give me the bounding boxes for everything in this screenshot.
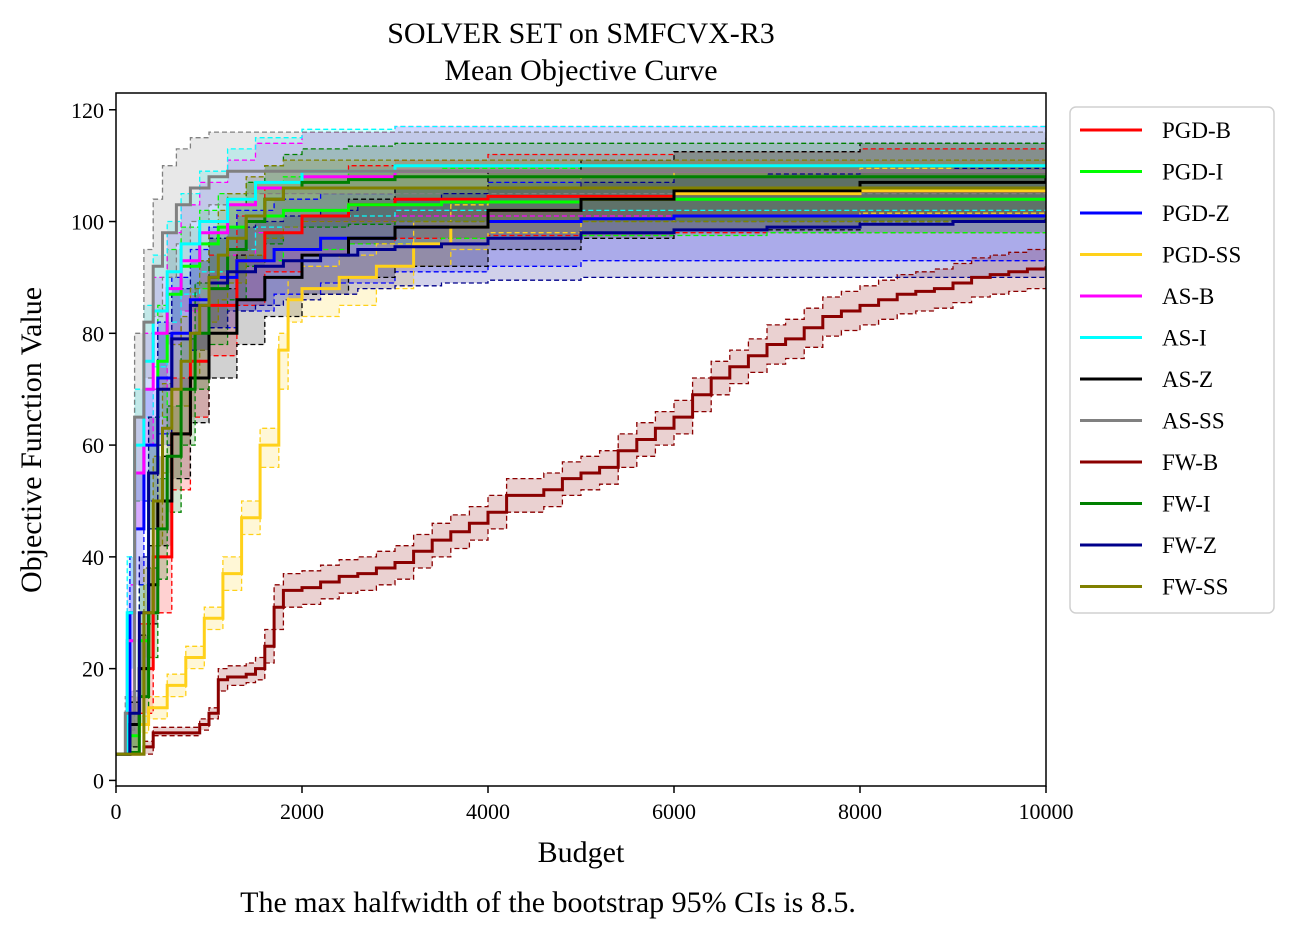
y-tick-label: 60 — [82, 433, 104, 458]
legend-label-as-z: AS-Z — [1162, 367, 1213, 392]
ci-band-fw-i — [116, 143, 1046, 755]
y-tick-label: 0 — [93, 768, 104, 793]
series-line-pgd-z — [116, 214, 1046, 756]
y-axis-label: Objective Function Value — [15, 287, 48, 593]
x-tick-label: 0 — [111, 799, 122, 824]
legend-label-pgd-ss: PGD-SS — [1162, 243, 1241, 268]
legend-label-as-b: AS-B — [1162, 284, 1214, 309]
chart-title: SOLVER SET on SMFCVX-R3 — [387, 17, 775, 50]
x-tick-label: 2000 — [280, 799, 324, 824]
series-line-fw-ss — [116, 186, 1046, 756]
legend: PGD-B PGD-I PGD-Z PGD-SS AS-B AS-I AS-Z AS-SS FW… — [1069, 106, 1275, 614]
y-tick-label: 100 — [71, 210, 104, 235]
x-tick-label: 4000 — [466, 799, 510, 824]
x-tick-label: 8000 — [838, 799, 882, 824]
plot-frame — [115, 92, 1047, 787]
series-line-as-ss — [116, 169, 1046, 756]
ci-band-pgd-b — [116, 148, 1046, 755]
legend-label-pgd-z: PGD-Z — [1162, 201, 1230, 226]
y-tick-label: 80 — [82, 321, 104, 346]
ci-lower-fw-b — [116, 285, 1046, 755]
mean-curves — [116, 164, 1046, 756]
x-axis-label: Budget — [538, 836, 625, 869]
x-tick-label: 10000 — [1019, 799, 1074, 824]
series-line-fw-b — [116, 266, 1046, 756]
ci-lower-fw-z — [116, 276, 1046, 755]
ci-upper-fw-ss — [116, 159, 1046, 755]
legend-box — [1069, 106, 1275, 614]
legend-label-pgd-b: PGD-B — [1162, 118, 1231, 143]
ci-band-as-ss — [116, 132, 1046, 755]
legend-label-as-i: AS-I — [1162, 326, 1207, 351]
legend-label-fw-ss: FW-SS — [1162, 575, 1228, 600]
series-line-fw-z — [116, 218, 1046, 756]
x-axis: 0 2000 4000 6000 8000 10000 — [111, 786, 1074, 824]
legend-label-fw-b: FW-B — [1162, 450, 1218, 475]
legend-label-as-ss: AS-SS — [1162, 409, 1225, 434]
ci-upper-fw-b — [116, 246, 1046, 755]
ci-band-as-z — [116, 137, 1046, 755]
legend-label-pgd-i: PGD-I — [1162, 160, 1223, 185]
legend-label-fw-z: FW-Z — [1162, 533, 1217, 558]
x-tick-label: 6000 — [652, 799, 696, 824]
y-tick-label: 40 — [82, 545, 104, 570]
ci-lower-pgd-z — [116, 260, 1046, 755]
y-axis: 0 20 40 60 80 100 120 — [71, 98, 116, 793]
ci-band-fw-ss — [116, 160, 1046, 755]
ci-band-fw-b — [116, 246, 1046, 755]
legend-label-fw-i: FW-I — [1162, 492, 1211, 517]
ci-upper-pgd-i — [116, 165, 1046, 755]
y-tick-label: 120 — [71, 98, 104, 123]
chart-subtitle: Mean Objective Curve — [444, 54, 717, 87]
chart-caption: The max halfwidth of the bootstrap 95% C… — [240, 886, 856, 919]
y-tick-label: 20 — [82, 657, 104, 682]
